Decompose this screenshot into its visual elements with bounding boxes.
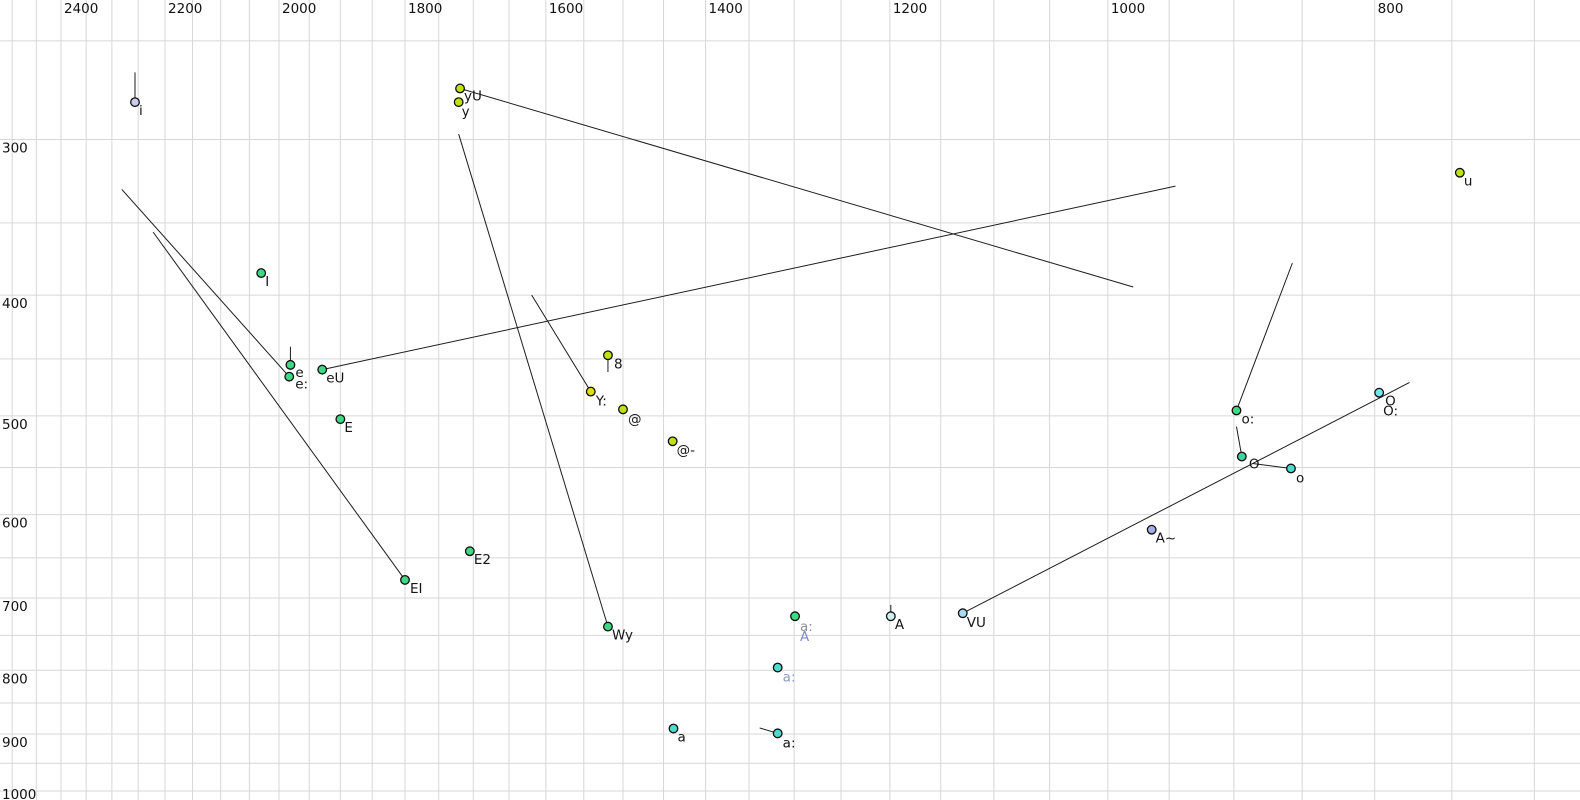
- vowel-point-e-u[interactable]: [317, 364, 328, 375]
- vowel-label-wy: Wy: [612, 628, 633, 644]
- vowel-point-u[interactable]: [1454, 167, 1465, 178]
- vowel-point-a-cap[interactable]: [885, 611, 896, 622]
- y-axis-tick-label-800: 800: [2, 671, 28, 687]
- x-axis-tick-label-1200: 1200: [893, 1, 927, 17]
- x-axis-tick-label-2200: 2200: [168, 1, 202, 17]
- y-axis-tick-label-300: 300: [2, 140, 28, 156]
- vowel-label-i-cap: I: [265, 274, 269, 290]
- vowel-point-vowel-8[interactable]: [603, 350, 613, 361]
- vowel-point-y-u[interactable]: [455, 83, 466, 94]
- trajectory-line-ei: [152, 231, 406, 581]
- vowel-label-o-long: o:: [1241, 411, 1254, 427]
- vowel-point-i-cap[interactable]: [256, 268, 267, 279]
- vowel-label-e-cap: E: [344, 420, 353, 436]
- vowel-label-o: o: [1296, 470, 1304, 486]
- trajectory-line-wy: [458, 133, 609, 627]
- trajectory-line-o-cap: [1235, 426, 1243, 457]
- x-axis-tick-label-800: 800: [1378, 1, 1404, 17]
- vowel-point-a-long-grey[interactable]: [790, 611, 800, 622]
- vowel-point-v-u[interactable]: [957, 608, 968, 619]
- vowel-label-o-cap: O: [1249, 457, 1260, 473]
- vowel-point-ei[interactable]: [400, 574, 410, 585]
- vowel-label-i: i: [139, 103, 143, 119]
- vowel-label-ei: EI: [410, 581, 423, 597]
- vowel-label-e2: E2: [474, 552, 491, 568]
- y-axis-tick-label-600: 600: [2, 516, 28, 532]
- vowel-label-a-long-mid: a:: [783, 670, 796, 686]
- x-axis-tick-label-1400: 1400: [709, 1, 743, 17]
- vowel-point-o-cap-long[interactable]: [1374, 387, 1385, 398]
- vowel-point-e-long[interactable]: [284, 371, 295, 382]
- vowel-point-e[interactable]: [285, 359, 296, 370]
- vowel-label-y: y: [462, 104, 470, 120]
- vowel-label-o-cap-long-1: O:: [1383, 404, 1398, 420]
- vowel-point-i[interactable]: [130, 97, 140, 108]
- trajectory-line-e-u: [322, 185, 1176, 371]
- x-axis-tick-label-2000: 2000: [282, 1, 316, 17]
- vowel-label-a-long-grey: a:: [800, 619, 813, 635]
- trajectory-line-y-cap-long: [531, 294, 592, 392]
- vowel-point-o[interactable]: [1286, 463, 1296, 474]
- y-axis-tick-label-900: 900: [2, 735, 28, 751]
- vowel-label-e-u: eU: [326, 371, 344, 387]
- y-axis-tick-label-700: 700: [2, 599, 28, 615]
- trajectory-line-e-long: [121, 189, 290, 377]
- vowel-point-o-long[interactable]: [1231, 405, 1242, 416]
- vowel-point-y-cap-long[interactable]: [585, 386, 596, 397]
- vowel-point-schwa-hyphen[interactable]: [667, 436, 678, 447]
- x-axis-tick-label-1800: 1800: [408, 1, 442, 17]
- vowel-label-schwa-hyphen: @-: [677, 442, 696, 458]
- vowel-point-e-cap[interactable]: [335, 414, 346, 425]
- vowel-label-o-cap-long: O: [1385, 394, 1396, 410]
- y-axis-tick-label-1000: 1000: [2, 787, 36, 800]
- vowel-point-a-long-low[interactable]: [772, 728, 783, 739]
- vowel-label-u: u: [1464, 174, 1473, 190]
- y-axis-tick-label-500: 500: [2, 417, 28, 433]
- vowel-label-y-cap-long: Y:: [595, 394, 607, 410]
- vowel-label-v-u: VU: [967, 615, 986, 631]
- vowel-label-a-tilde: A~: [1156, 531, 1177, 547]
- vowel-label-e: e: [295, 365, 303, 381]
- vowel-label-e-long: e:: [295, 377, 308, 393]
- vowel-point-o-cap[interactable]: [1236, 451, 1247, 462]
- trajectory-line-y-u: [459, 87, 1134, 288]
- x-axis-tick-label-1000: 1000: [1111, 1, 1145, 17]
- vowel-point-a[interactable]: [668, 723, 679, 734]
- trajectory-line-o: [1252, 463, 1292, 469]
- vowel-label-schwa: @: [628, 411, 642, 427]
- trajectory-line-o-long: [1236, 262, 1293, 411]
- vowel-label-vowel-8: 8: [614, 356, 623, 372]
- vowel-label-y-u: yU: [464, 88, 482, 104]
- vowel-point-wy[interactable]: [603, 621, 613, 632]
- vowel-point-y[interactable]: [453, 97, 464, 108]
- vowel-point-e2[interactable]: [464, 546, 475, 557]
- y-axis-tick-label-400: 400: [2, 296, 28, 312]
- vowel-label-a-cap: A: [895, 617, 905, 633]
- x-axis-tick-label-1600: 1600: [549, 1, 583, 17]
- trajectory-line-v-u: [962, 381, 1410, 614]
- x-axis-tick-label-2400: 2400: [64, 1, 98, 17]
- vowel-point-a-long-mid[interactable]: [772, 662, 783, 673]
- vowel-label-a: a: [677, 730, 685, 746]
- vowel-label-a-long-low: a:: [783, 735, 796, 751]
- vowel-label-a-long-grey-1: A: [800, 629, 810, 645]
- vowel-point-schwa[interactable]: [618, 404, 628, 415]
- vowel-point-a-tilde[interactable]: [1146, 524, 1157, 535]
